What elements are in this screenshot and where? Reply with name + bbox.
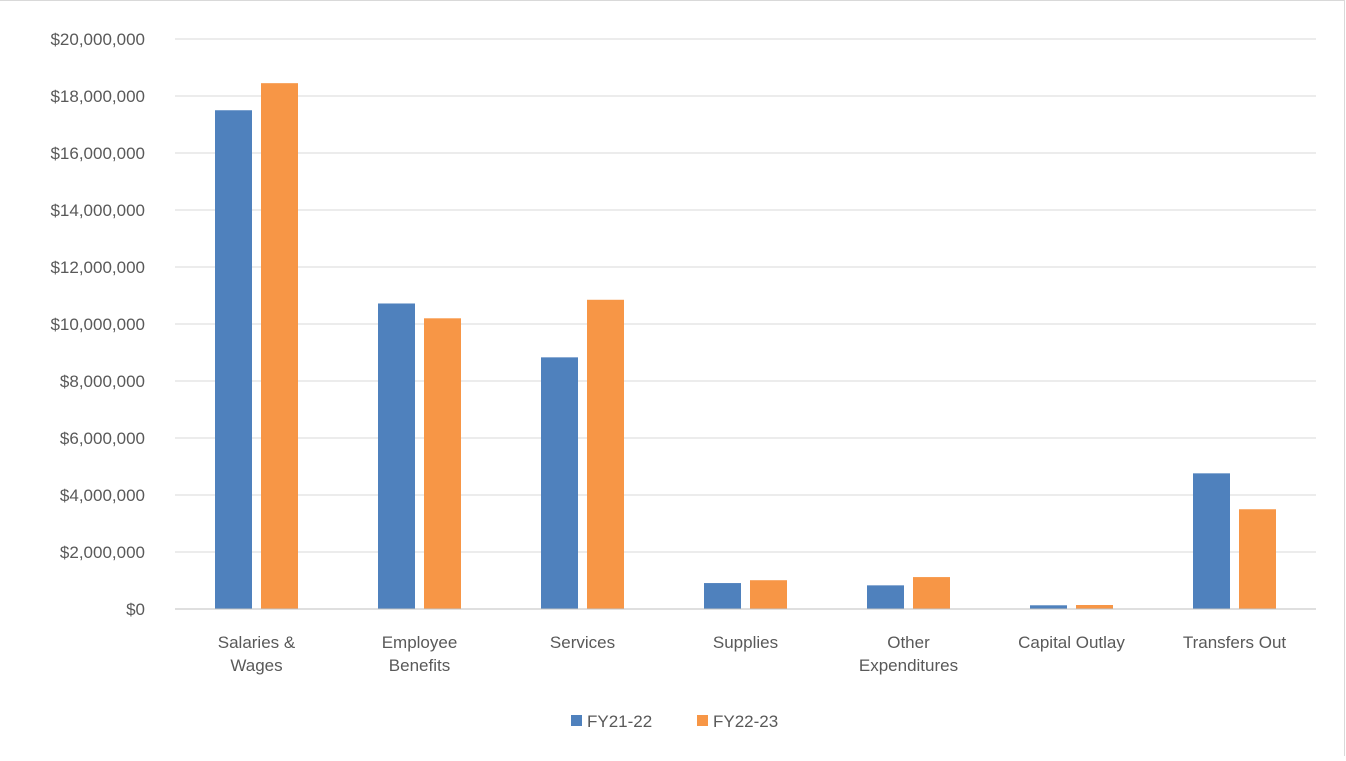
x-axis-tick-labels: Salaries & Wages Employee Benefits Services S… <box>218 633 1287 675</box>
x-tick-label: Employee Benefits <box>382 633 458 675</box>
bar-fy21-22-0 <box>215 110 252 609</box>
y-tick-label: $4,000,000 <box>60 486 145 505</box>
y-tick-label: $18,000,000 <box>50 87 145 106</box>
gridlines <box>175 38 1316 553</box>
y-tick-label: $12,000,000 <box>50 258 145 277</box>
bar-fy21-22-4 <box>867 585 904 609</box>
y-tick-label: $2,000,000 <box>60 543 145 562</box>
bar-fy22-23-2 <box>587 299 624 609</box>
bar-fy22-23-5 <box>1076 605 1113 609</box>
y-tick-label: $14,000,000 <box>50 201 145 220</box>
bar-fy21-22-1 <box>378 303 415 609</box>
legend: FY21-22 FY22-23 <box>571 712 778 731</box>
x-tick-label: Transfers Out <box>1183 633 1287 652</box>
y-tick-label: $10,000,000 <box>50 315 145 334</box>
bar-fy22-23-3 <box>750 580 787 609</box>
bar-fy22-23-0 <box>261 83 298 610</box>
y-tick-label: $8,000,000 <box>60 372 145 391</box>
bar-fy21-22-2 <box>541 357 578 609</box>
bars <box>215 83 1276 610</box>
legend-label-fy22-23: FY22-23 <box>713 712 778 731</box>
y-tick-label: $20,000,000 <box>50 30 145 49</box>
y-tick-label: $0 <box>126 600 145 619</box>
y-tick-label: $16,000,000 <box>50 144 145 163</box>
bar-fy21-22-6 <box>1193 473 1230 609</box>
legend-swatch-fy22-23 <box>697 715 708 726</box>
x-tick-label: Salaries & Wages <box>218 633 296 675</box>
legend-label-fy21-22: FY21-22 <box>587 712 652 731</box>
x-tick-label: Supplies <box>713 633 778 652</box>
bar-fy22-23-6 <box>1239 509 1276 609</box>
bar-fy21-22-5 <box>1030 605 1067 609</box>
bar-fy21-22-3 <box>704 583 741 609</box>
x-tick-label: Services <box>550 633 615 652</box>
x-tick-label: Other Expenditures <box>859 633 958 675</box>
y-axis-tick-labels: $0 $2,000,000 $4,000,000 $6,000,000 $8,000,0… <box>50 30 145 619</box>
bar-fy22-23-1 <box>424 318 461 609</box>
y-tick-label: $6,000,000 <box>60 429 145 448</box>
x-tick-label: Capital Outlay <box>1018 633 1125 652</box>
bar-fy22-23-4 <box>913 577 950 609</box>
legend-swatch-fy21-22 <box>571 715 582 726</box>
